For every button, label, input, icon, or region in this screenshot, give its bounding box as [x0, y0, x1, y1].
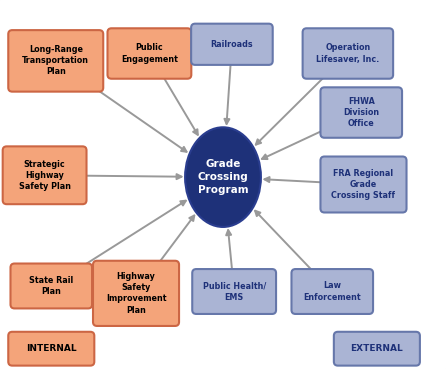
Text: Law
Enforcement: Law Enforcement — [303, 282, 361, 301]
FancyBboxPatch shape — [8, 332, 94, 366]
Text: Public
Engagement: Public Engagement — [121, 44, 178, 63]
Text: Public Health/
EMS: Public Health/ EMS — [202, 282, 266, 301]
Text: Strategic
Highway
Safety Plan: Strategic Highway Safety Plan — [19, 160, 70, 191]
Ellipse shape — [185, 127, 261, 227]
Text: FHWA
Division
Office: FHWA Division Office — [343, 97, 379, 128]
Text: Highway
Safety
Improvement
Plan: Highway Safety Improvement Plan — [106, 272, 166, 314]
Text: Railroads: Railroads — [211, 40, 253, 49]
Text: Operation
Lifesaver, Inc.: Operation Lifesaver, Inc. — [316, 44, 380, 63]
FancyBboxPatch shape — [11, 263, 92, 308]
Text: Long-Range
Transportation
Plan: Long-Range Transportation Plan — [22, 45, 89, 76]
FancyBboxPatch shape — [334, 332, 420, 366]
FancyBboxPatch shape — [8, 30, 103, 92]
Text: Grade
Crossing
Program: Grade Crossing Program — [198, 159, 248, 195]
FancyBboxPatch shape — [93, 261, 179, 326]
FancyBboxPatch shape — [292, 269, 373, 314]
Text: FRA Regional
Grade
Crossing Staff: FRA Regional Grade Crossing Staff — [331, 169, 396, 200]
FancyBboxPatch shape — [107, 28, 191, 79]
FancyBboxPatch shape — [3, 146, 87, 204]
FancyBboxPatch shape — [303, 28, 393, 79]
FancyBboxPatch shape — [321, 156, 406, 213]
Text: INTERNAL: INTERNAL — [26, 344, 77, 353]
FancyBboxPatch shape — [321, 87, 402, 138]
Text: EXTERNAL: EXTERNAL — [351, 344, 403, 353]
Text: State Rail
Plan: State Rail Plan — [29, 276, 74, 296]
FancyBboxPatch shape — [192, 269, 276, 314]
FancyBboxPatch shape — [191, 24, 273, 65]
